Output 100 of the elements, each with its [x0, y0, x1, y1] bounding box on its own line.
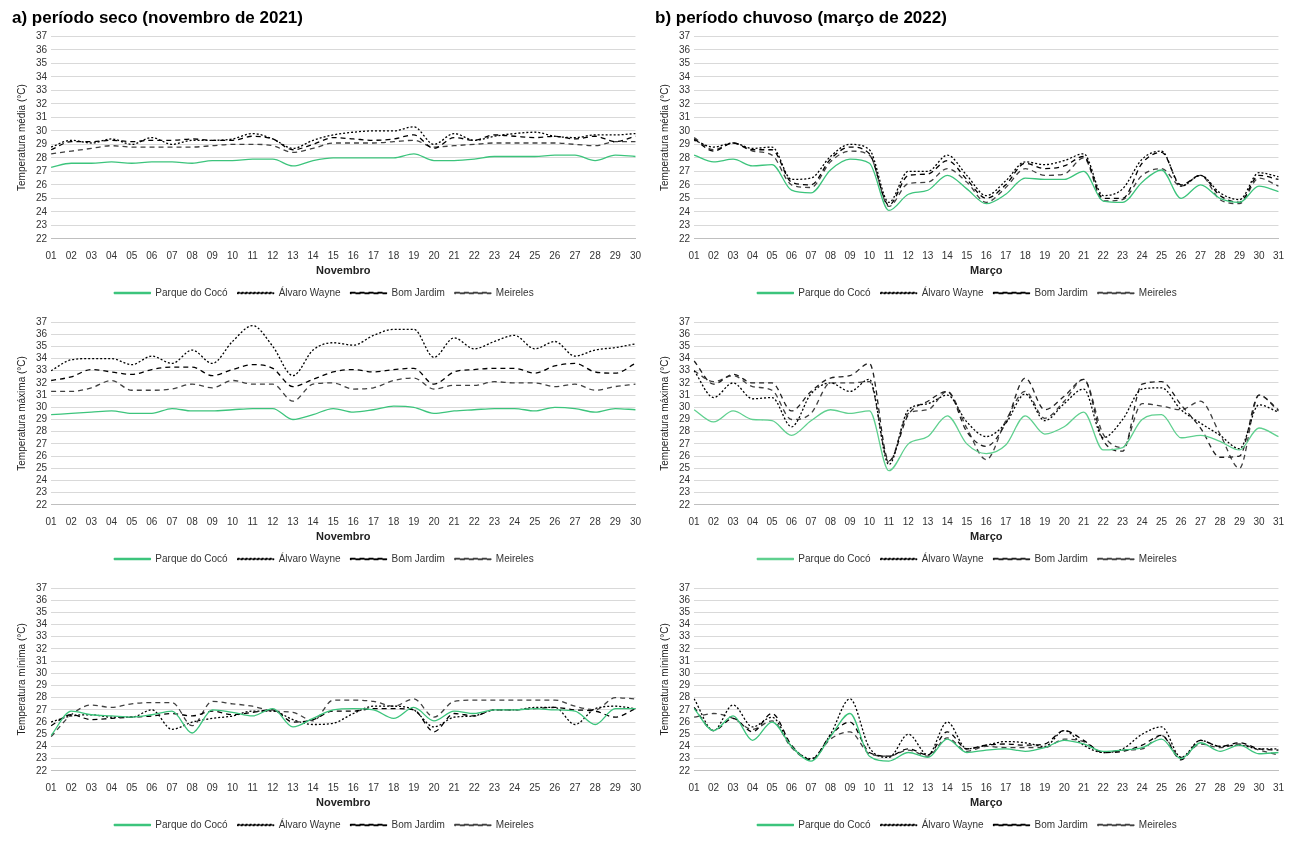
x-tick-label: 05 [126, 781, 138, 793]
x-tick-label: 07 [805, 781, 817, 793]
x-tick-label: 06 [785, 515, 798, 527]
x-tick-label: 22 [468, 515, 481, 527]
y-tick-label: 28 [679, 151, 691, 163]
y-tick-label: 28 [679, 425, 691, 437]
x-tick-label: 26 [1175, 515, 1188, 527]
x-tick-label: 10 [226, 515, 239, 527]
x-tick-label: 22 [1097, 249, 1110, 261]
x-tick-label: 14 [307, 249, 320, 261]
x-tick-label: 18 [388, 515, 400, 527]
legend-label: Bom Jardim [391, 818, 445, 830]
y-tick-label: 25 [679, 461, 691, 473]
y-tick-label: 34 [679, 70, 691, 82]
x-tick-label: 28 [1214, 249, 1227, 261]
x-tick-label: 26 [549, 249, 561, 261]
x-tick-label: 09 [206, 781, 219, 793]
x-tick-label: 25 [1156, 515, 1168, 527]
x-tick-label: 14 [307, 515, 320, 527]
y-tick-label: 37 [679, 30, 691, 42]
x-tick-label: 25 [1156, 249, 1168, 261]
y-tick-label: 35 [679, 340, 691, 352]
x-tick-label: 10 [863, 515, 876, 527]
y-tick-label: 33 [36, 630, 48, 642]
x-tick-label: 18 [388, 781, 400, 793]
x-tick-label: 11 [883, 781, 895, 793]
y-tick-label: 30 [679, 124, 691, 136]
y-tick-label: 24 [679, 474, 691, 486]
y-tick-label: 33 [679, 84, 691, 96]
x-tick-label: 18 [1019, 249, 1032, 261]
legend-label: Álvaro Wayne [278, 551, 341, 564]
x-tick-label: 15 [961, 781, 973, 793]
x-tick-label: 16 [980, 515, 993, 527]
x-tick-label: 02 [65, 781, 78, 793]
y-tick-label: 25 [36, 192, 48, 204]
x-tick-label: 24 [508, 515, 521, 527]
y-tick-label: 35 [679, 57, 691, 69]
x-tick-label: 04 [106, 515, 118, 527]
y-tick-label: 27 [36, 437, 48, 449]
y-tick-label: 33 [36, 84, 48, 96]
x-axis-title: Novembro [316, 530, 371, 543]
x-tick-label: 01 [688, 249, 701, 261]
x-tick-label: 23 [488, 781, 501, 793]
x-tick-label: 20 [428, 781, 440, 793]
x-tick-label: 02 [708, 249, 720, 261]
x-tick-label: 24 [508, 249, 521, 261]
y-tick-label: 32 [679, 376, 691, 388]
x-tick-label: 17 [367, 515, 380, 527]
x-tick-label: 23 [1117, 515, 1129, 527]
y-tick-label: 31 [679, 654, 691, 666]
x-tick-label: 27 [1194, 249, 1207, 261]
y-tick-label: 36 [679, 593, 691, 605]
x-tick-label: 22 [468, 781, 481, 793]
x-tick-label: 16 [980, 781, 993, 793]
y-tick-label: 23 [679, 219, 691, 231]
y-tick-label: 26 [36, 715, 48, 727]
x-tick-label: 08 [824, 781, 837, 793]
y-tick-label: 32 [36, 376, 48, 388]
x-tick-label: 27 [569, 515, 581, 527]
y-tick-label: 27 [36, 165, 48, 177]
y-tick-label: 24 [679, 740, 691, 752]
x-tick-label: 29 [609, 515, 622, 527]
x-tick-label: 08 [186, 781, 199, 793]
x-tick-label: 14 [941, 249, 954, 261]
x-tick-label: 14 [307, 781, 320, 793]
y-axis-title: Temperatura mínima (°C) [15, 623, 27, 736]
x-tick-label: 30 [629, 515, 642, 527]
legend-label: Parque do Cocó [798, 552, 872, 564]
x-tick-label: 28 [589, 249, 602, 261]
y-tick-label: 28 [36, 425, 48, 437]
y-tick-label: 26 [679, 715, 691, 727]
x-tick-label: 05 [766, 515, 779, 527]
x-tick-label: 17 [1000, 249, 1012, 261]
x-tick-label: 20 [428, 249, 440, 261]
x-axis-title: Novembro [316, 796, 371, 809]
y-axis-title: Temperatura média (°C) [658, 84, 670, 192]
y-tick-label: 36 [36, 43, 48, 55]
y-tick-label: 29 [679, 413, 691, 425]
chart-title: b) período chuvoso (março de 2022) [655, 7, 947, 27]
legend-label: Parque do Cocó [155, 552, 229, 564]
x-tick-label: 17 [367, 249, 380, 261]
x-tick-label: 26 [1175, 249, 1188, 261]
x-tick-label: 10 [863, 781, 876, 793]
x-tick-label: 29 [1233, 781, 1246, 793]
y-axis-title: Temperatura média (°C) [15, 84, 27, 192]
legend-label: Álvaro Wayne [921, 285, 984, 298]
x-tick-label: 19 [408, 515, 420, 527]
y-tick-label: 32 [679, 97, 691, 109]
x-tick-label: 02 [708, 781, 720, 793]
x-tick-label: 21 [448, 249, 461, 261]
y-tick-label: 34 [36, 618, 48, 630]
x-tick-label: 09 [844, 515, 856, 527]
x-tick-label: 04 [746, 781, 759, 793]
x-tick-label: 18 [388, 249, 400, 261]
x-tick-label: 27 [569, 781, 581, 793]
x-tick-label: 10 [226, 781, 239, 793]
x-tick-label: 28 [1214, 781, 1227, 793]
y-tick-label: 24 [36, 205, 48, 217]
y-tick-label: 30 [36, 401, 48, 413]
y-tick-label: 25 [36, 461, 48, 473]
